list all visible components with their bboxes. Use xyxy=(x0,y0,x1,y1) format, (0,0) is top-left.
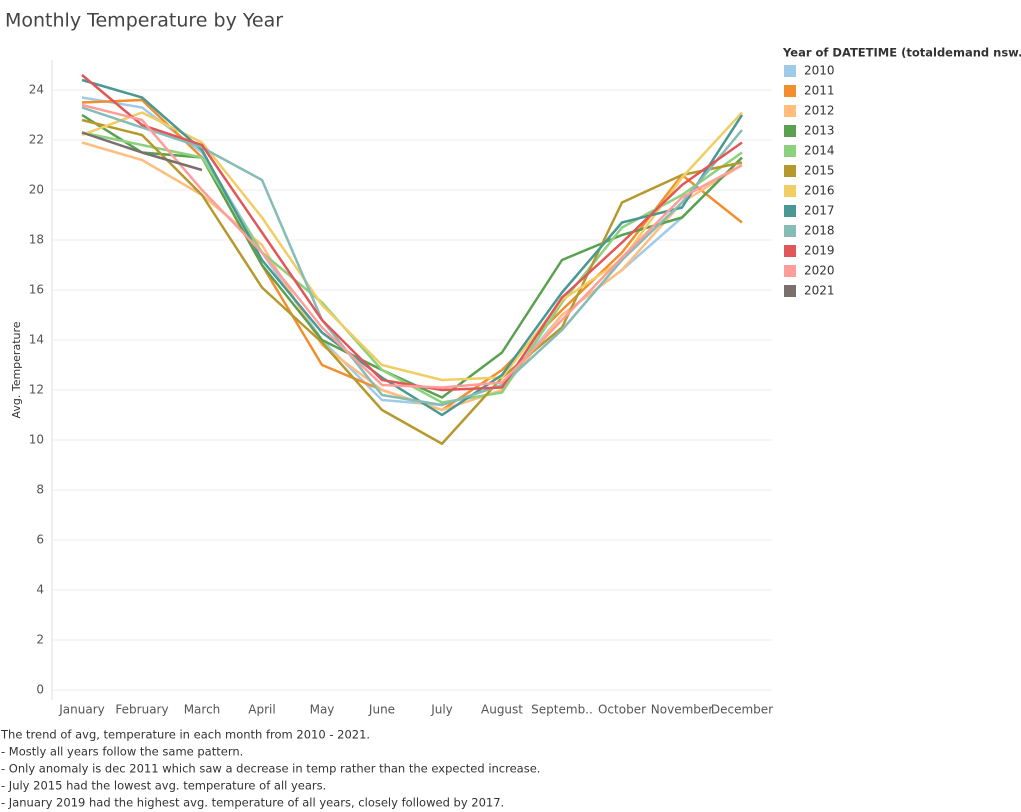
annotation: - Only anomaly is dec 2011 which saw a d… xyxy=(1,762,540,776)
y-tick-label: 22 xyxy=(29,133,44,147)
legend-label: 2012 xyxy=(804,104,835,118)
legend-swatch xyxy=(784,245,796,257)
series-line xyxy=(81,131,203,172)
legend-swatch xyxy=(784,125,796,137)
y-tick-label: 24 xyxy=(29,83,44,97)
series-line xyxy=(81,113,743,399)
x-tick-label: March xyxy=(184,703,221,717)
y-tick-label: 20 xyxy=(29,183,44,197)
annotation: - January 2019 had the highest avg. temp… xyxy=(1,796,504,810)
y-tick-label: 4 xyxy=(36,583,44,597)
series-line xyxy=(81,96,743,407)
legend-label: 2015 xyxy=(804,164,835,178)
legend-title: Year of DATETIME (totaldemand nsw.csv) xyxy=(782,46,1021,60)
y-axis-label: Avg. Temperature xyxy=(10,321,23,418)
legend-label: 2018 xyxy=(804,224,835,238)
x-tick-label: February xyxy=(115,703,168,717)
legend-swatch xyxy=(784,85,796,97)
x-tick-label: July xyxy=(430,703,453,717)
x-tick-label: November xyxy=(651,703,713,717)
y-tick-label: 0 xyxy=(36,683,44,697)
x-tick-label: October xyxy=(598,703,646,717)
annotation: - Mostly all years follow the same patte… xyxy=(1,745,243,759)
y-tick-label: 14 xyxy=(29,333,44,347)
legend-label: 2010 xyxy=(804,64,835,78)
x-tick-label: June xyxy=(368,703,395,717)
y-tick-label: 6 xyxy=(36,533,44,547)
y-tick-label: 2 xyxy=(36,633,44,647)
annotation: The trend of avg, temperature in each mo… xyxy=(0,728,370,742)
x-tick-label: January xyxy=(58,703,105,717)
legend-label: 2021 xyxy=(804,284,835,298)
series-line xyxy=(81,98,743,412)
series-line xyxy=(81,118,743,445)
y-tick-label: 18 xyxy=(29,233,44,247)
x-tick-label: August xyxy=(481,703,523,717)
legend-label: 2013 xyxy=(804,124,835,138)
legend-swatch xyxy=(784,165,796,177)
y-tick-label: 12 xyxy=(29,383,44,397)
y-tick-label: 8 xyxy=(36,483,44,497)
series-line xyxy=(81,106,743,407)
x-tick-label: April xyxy=(248,703,275,717)
series-line xyxy=(81,103,743,389)
y-tick-label: 16 xyxy=(29,283,44,297)
annotation: - July 2015 had the lowest avg. temperat… xyxy=(1,779,326,793)
legend-swatch xyxy=(784,105,796,117)
chart-title: Monthly Temperature by Year xyxy=(5,10,283,32)
y-tick-label: 10 xyxy=(29,433,44,447)
legend-label: 2019 xyxy=(804,244,835,258)
legend-swatch xyxy=(784,225,796,237)
legend-label: 2016 xyxy=(804,184,835,198)
legend-swatch xyxy=(784,265,796,277)
legend-label: 2011 xyxy=(804,84,835,98)
x-tick-label: December xyxy=(711,703,773,717)
legend-swatch xyxy=(784,205,796,217)
series-line xyxy=(81,141,743,412)
legend-label: 2017 xyxy=(804,204,835,218)
legend-swatch xyxy=(784,185,796,197)
x-tick-label: Septemb.. xyxy=(531,703,593,717)
legend-label: 2014 xyxy=(804,144,835,158)
legend-label: 2020 xyxy=(804,264,835,278)
legend-swatch xyxy=(784,145,796,157)
legend-swatch xyxy=(784,285,796,297)
x-tick-label: May xyxy=(310,703,335,717)
legend-swatch xyxy=(784,65,796,77)
